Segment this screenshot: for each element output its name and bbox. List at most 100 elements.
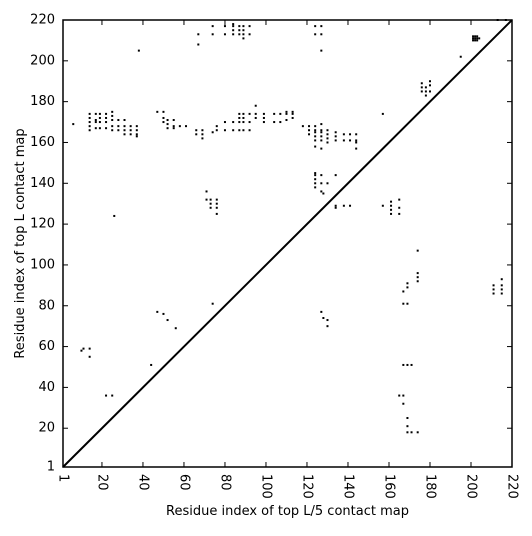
- contact-point: [416, 280, 419, 283]
- contact-point: [162, 110, 165, 113]
- contact-point: [355, 133, 358, 136]
- contact-point: [195, 129, 198, 132]
- contact-point: [242, 33, 245, 36]
- contact-point: [428, 84, 431, 87]
- contact-point: [308, 125, 311, 128]
- y-tick-label: 1: [47, 460, 55, 475]
- x-tick-label: 180: [422, 474, 437, 499]
- contact-point: [166, 127, 169, 130]
- contact-point: [424, 94, 427, 97]
- contact-point: [117, 119, 120, 122]
- contact-point: [197, 43, 200, 46]
- y-tick-label: 20: [38, 421, 55, 436]
- contact-point: [342, 204, 345, 207]
- contact-point: [242, 29, 245, 32]
- contact-point: [314, 139, 317, 142]
- contact-point: [211, 33, 214, 36]
- contact-point: [98, 116, 101, 119]
- contact-point: [105, 127, 108, 130]
- contact-point: [88, 129, 91, 132]
- contact-point: [113, 214, 116, 217]
- contact-point: [156, 310, 159, 313]
- contact-point: [402, 290, 405, 293]
- contact-point: [242, 37, 245, 40]
- contact-point: [111, 394, 114, 397]
- contact-point: [88, 116, 91, 119]
- contact-point: [166, 319, 169, 322]
- contact-point: [334, 139, 337, 142]
- contact-point: [314, 129, 317, 132]
- contact-point: [88, 347, 91, 350]
- contact-point: [111, 110, 114, 113]
- contact-point: [402, 302, 405, 305]
- contact-point: [291, 112, 294, 115]
- contact-point: [178, 125, 181, 128]
- contact-point: [472, 39, 475, 42]
- contact-point: [314, 172, 317, 175]
- contact-point: [123, 119, 126, 122]
- contact-point: [314, 125, 317, 128]
- contact-point: [135, 135, 138, 138]
- contact-point: [197, 33, 200, 36]
- contact-point: [428, 90, 431, 93]
- y-tick-label: 200: [30, 53, 55, 68]
- contact-point: [320, 135, 323, 138]
- contact-point: [291, 110, 294, 113]
- y-tick-label: 140: [30, 176, 55, 191]
- contact-point: [320, 123, 323, 126]
- contact-point: [398, 206, 401, 209]
- contact-point: [349, 204, 352, 207]
- contact-point: [238, 121, 241, 124]
- contact-point: [211, 302, 214, 305]
- contact-point: [314, 182, 317, 185]
- contact-point: [166, 119, 169, 122]
- contact-point: [238, 129, 241, 132]
- contact-point: [406, 282, 409, 285]
- contact-point: [478, 37, 481, 40]
- contact-point: [320, 131, 323, 134]
- contact-point: [406, 363, 409, 366]
- contact-point: [402, 363, 405, 366]
- contact-point: [248, 33, 251, 36]
- contact-point: [98, 112, 101, 115]
- contact-point: [72, 123, 75, 126]
- contact-point: [215, 198, 218, 201]
- contact-point: [211, 131, 214, 134]
- contact-point: [320, 174, 323, 177]
- contact-point: [355, 141, 358, 144]
- contact-point: [492, 284, 495, 287]
- contact-point: [215, 206, 218, 209]
- contact-point: [111, 119, 114, 122]
- contact-point: [135, 125, 138, 128]
- y-tick-label: 180: [30, 94, 55, 109]
- contact-point: [105, 121, 108, 124]
- contact-point: [162, 121, 165, 124]
- contact-point: [285, 112, 288, 115]
- contact-point: [105, 116, 108, 119]
- contact-point: [285, 110, 288, 113]
- contact-point: [211, 25, 214, 28]
- contact-point: [342, 139, 345, 142]
- contact-point: [410, 363, 413, 366]
- contact-point: [406, 431, 409, 434]
- contact-point: [390, 200, 393, 203]
- contact-point: [248, 121, 251, 124]
- contact-point: [262, 112, 265, 115]
- x-tick-label: 80: [217, 474, 232, 491]
- contact-point: [349, 133, 352, 136]
- contact-point: [492, 288, 495, 291]
- contact-point: [185, 125, 188, 128]
- contact-point: [334, 206, 337, 209]
- contact-point: [285, 119, 288, 122]
- contact-point: [500, 288, 503, 291]
- contact-point: [135, 133, 138, 136]
- contact-point: [402, 394, 405, 397]
- contact-point: [314, 135, 317, 138]
- contact-point: [232, 121, 235, 124]
- contact-point: [172, 119, 175, 122]
- contact-point: [238, 112, 241, 115]
- contact-point: [232, 25, 235, 28]
- contact-point: [320, 310, 323, 313]
- contact-point: [117, 125, 120, 128]
- contact-point: [172, 125, 175, 128]
